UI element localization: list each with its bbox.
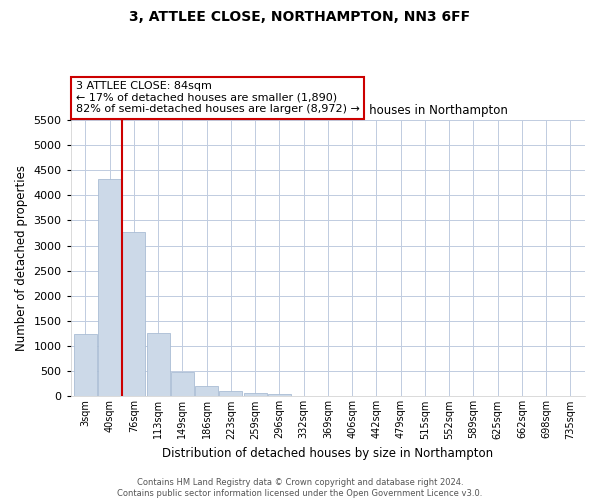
Text: Contains HM Land Registry data © Crown copyright and database right 2024.
Contai: Contains HM Land Registry data © Crown c…: [118, 478, 482, 498]
Text: 3 ATTLEE CLOSE: 84sqm
← 17% of detached houses are smaller (1,890)
82% of semi-d: 3 ATTLEE CLOSE: 84sqm ← 17% of detached …: [76, 81, 360, 114]
Bar: [195, 386, 218, 396]
Bar: [146, 333, 170, 396]
Bar: [122, 232, 145, 396]
Text: 3, ATTLEE CLOSE, NORTHAMPTON, NN3 6FF: 3, ATTLEE CLOSE, NORTHAMPTON, NN3 6FF: [130, 10, 470, 24]
Bar: [171, 372, 194, 396]
Title: Size of property relative to detached houses in Northampton: Size of property relative to detached ho…: [148, 104, 508, 118]
Y-axis label: Number of detached properties: Number of detached properties: [15, 165, 28, 351]
Bar: [268, 394, 291, 396]
Bar: [219, 392, 242, 396]
X-axis label: Distribution of detached houses by size in Northampton: Distribution of detached houses by size …: [162, 447, 493, 460]
Bar: [98, 178, 121, 396]
Bar: [244, 393, 266, 396]
Bar: [74, 334, 97, 396]
